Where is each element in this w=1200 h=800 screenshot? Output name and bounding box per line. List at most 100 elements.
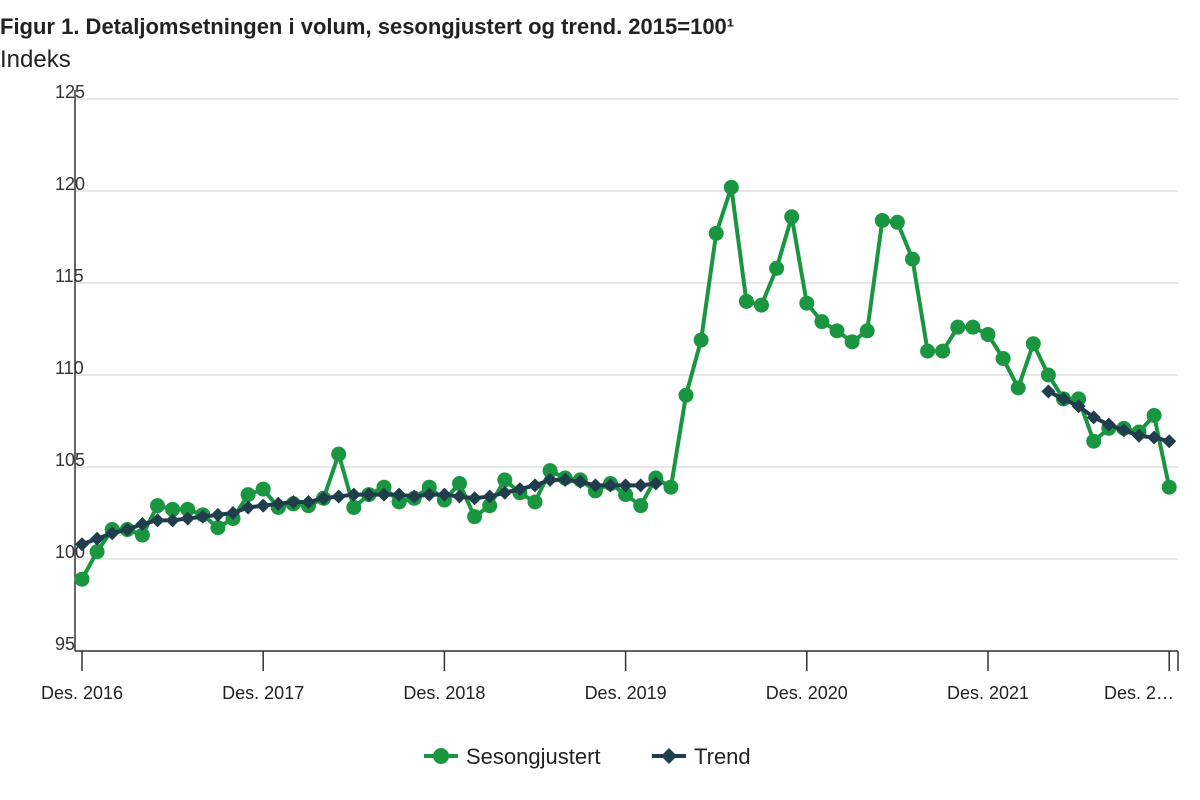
legend: Sesongjustert Trend — [424, 744, 751, 769]
y-tick-label: 120 — [55, 174, 85, 194]
data-point — [678, 387, 694, 403]
data-point — [377, 487, 391, 502]
data-point — [663, 479, 679, 495]
data-point — [467, 509, 483, 525]
data-point — [950, 319, 966, 335]
data-point — [558, 472, 573, 487]
x-tick-label: Des. 2017 — [222, 683, 304, 703]
data-point — [241, 500, 256, 515]
data-point — [120, 522, 135, 537]
data-point — [376, 479, 392, 495]
data-point — [573, 474, 588, 489]
data-point — [89, 544, 105, 560]
data-point — [995, 350, 1011, 366]
data-point — [1071, 399, 1086, 414]
data-point — [226, 506, 240, 520]
x-tick-label: Des. 2… — [1104, 683, 1174, 703]
data-point — [633, 498, 649, 514]
data-point — [210, 507, 225, 522]
data-point — [618, 487, 634, 503]
data-point — [452, 489, 467, 504]
data-point — [738, 293, 754, 309]
data-point — [1147, 430, 1162, 445]
data-point — [105, 526, 120, 541]
data-point — [165, 513, 180, 528]
data-point — [497, 485, 512, 500]
data-point — [135, 517, 150, 532]
x-tick-label: Des. 2018 — [403, 683, 485, 703]
data-point — [271, 496, 286, 511]
data-point — [1116, 423, 1131, 438]
legend-label: Sesongjustert — [466, 744, 601, 769]
data-point — [920, 343, 936, 359]
series-layer — [74, 179, 1177, 587]
data-point — [407, 489, 422, 504]
data-point — [844, 334, 860, 350]
data-point — [391, 494, 407, 510]
data-point — [150, 498, 165, 514]
data-point — [527, 494, 543, 510]
data-point — [90, 531, 105, 546]
y-tick-label: 100 — [55, 542, 85, 562]
data-point — [648, 476, 663, 491]
y-tick-label: 115 — [55, 266, 84, 286]
data-point — [180, 511, 195, 526]
data-point — [859, 323, 875, 339]
data-point — [1056, 391, 1071, 406]
data-point — [1162, 434, 1177, 449]
data-point — [482, 498, 498, 514]
x-axis: Des. 2016 Des. 2017 Des. 2018 Des. 2019 Des.… — [41, 650, 1179, 703]
x-tick-label: Des. 2019 — [585, 683, 667, 703]
legend-label: Trend — [694, 744, 751, 769]
data-point — [1010, 380, 1026, 396]
data-point — [1132, 428, 1146, 443]
series-trend — [75, 384, 1177, 552]
data-point — [543, 472, 558, 487]
data-point — [165, 501, 181, 517]
data-point — [361, 487, 376, 502]
data-point — [965, 319, 981, 335]
data-point — [889, 214, 905, 230]
y-tick-label: 105 — [55, 450, 85, 470]
series-line — [80, 185, 1172, 581]
data-point — [482, 489, 497, 504]
data-point — [74, 571, 90, 587]
y-axis-label: Indeks — [0, 46, 71, 73]
data-point — [255, 481, 271, 497]
y-tick-label: 110 — [55, 358, 84, 378]
data-point — [1101, 417, 1116, 432]
data-point — [467, 491, 482, 506]
legend-marker — [661, 748, 677, 764]
data-point — [195, 509, 210, 524]
data-point — [829, 323, 845, 339]
data-point — [512, 482, 527, 497]
data-point — [603, 478, 618, 493]
data-point — [301, 494, 316, 509]
data-point — [1086, 433, 1102, 449]
data-point — [935, 343, 951, 359]
data-point — [331, 446, 347, 462]
data-point — [316, 491, 331, 506]
data-point — [1146, 407, 1162, 423]
data-point — [633, 478, 648, 493]
data-point — [874, 212, 890, 228]
data-point — [240, 487, 256, 503]
data-point — [134, 527, 150, 543]
data-point — [528, 478, 542, 493]
legend-item-sesongjustert: Sesongjustert — [424, 744, 601, 769]
data-point — [784, 209, 800, 225]
data-point — [331, 489, 346, 504]
data-point — [618, 478, 633, 493]
chart-title: Figur 1. Detaljomsetningen i volum, seso… — [0, 14, 735, 39]
y-tick-label: 95 — [55, 634, 75, 654]
data-point — [180, 501, 196, 517]
data-point — [1161, 479, 1177, 495]
data-point — [769, 260, 785, 276]
data-point — [150, 513, 165, 528]
x-tick-label: Des. 2016 — [41, 683, 123, 703]
series-sesongjustert — [74, 179, 1177, 587]
data-point — [980, 327, 996, 343]
data-point — [497, 472, 513, 488]
data-point — [708, 225, 724, 241]
